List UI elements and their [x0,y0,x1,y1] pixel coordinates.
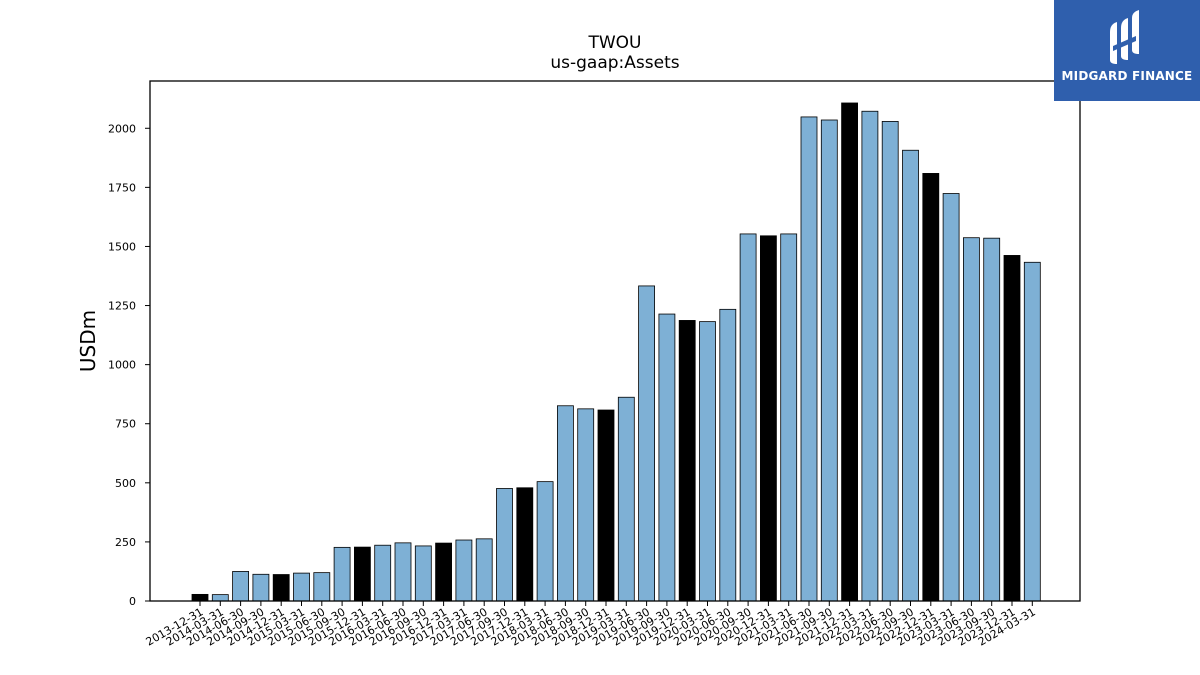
bar-2017-12-31 [516,487,534,602]
bar-2020-03-31 [699,321,716,602]
chart-subtitle: us-gaap:Assets [550,53,679,73]
x-axis-ticks: 2013-12-312014-03-312014-06-302014-09-30… [144,601,1038,649]
bar-2014-09-30 [252,573,270,602]
bar-2022-09-30 [902,149,919,602]
midgard-logo-icon [1110,10,1139,64]
bar-2014-03-31 [211,594,229,602]
bar-2023-12-31 [1003,255,1021,602]
y-tick-label: 1500 [108,240,136,253]
bar-group [191,102,1041,602]
y-tick-label: 1000 [108,359,136,372]
plot-frame [149,80,1081,602]
midgard-finance-logo: MIDGARD FINANCE [1054,0,1200,101]
bar-2017-06-30 [475,538,493,602]
bar-2023-03-31 [942,193,960,602]
y-tick-label: 500 [115,477,136,490]
bar-2024-03-31 [1023,261,1041,602]
bar-2016-12-31 [435,542,453,602]
bar-2018-03-31 [536,481,554,602]
bar-2020-06-30 [719,308,737,602]
bar-2022-06-30 [881,121,899,602]
bar-2015-12-31 [353,546,371,602]
bar-2021-03-31 [780,233,798,602]
bar-2021-09-30 [820,119,838,602]
bar-2014-06-30 [232,571,250,602]
y-tick-label: 1750 [108,181,136,194]
y-tick-label: 0 [129,595,136,608]
bar-2023-06-30 [963,237,980,602]
bar-2015-03-31 [293,572,310,602]
bar-2013-12-31 [191,593,209,602]
bar-2018-12-31 [597,409,615,602]
bar-2021-12-31 [841,102,858,602]
y-tick-label: 750 [115,418,136,431]
y-tick-label: 250 [115,536,136,549]
bar-2015-09-30 [333,546,351,602]
y-tick-label: 2000 [108,122,136,135]
bar-2019-12-31 [678,320,696,602]
bar-2016-06-30 [394,542,412,602]
logo-text: MIDGARD FINANCE [1061,69,1193,83]
bar-2017-09-30 [496,488,513,602]
bar-2019-06-30 [638,285,655,602]
bar-2021-06-30 [800,116,818,602]
bar-2019-09-30 [658,313,676,602]
bar-2020-12-31 [760,235,777,602]
bar-2014-12-31 [272,574,290,602]
bar-2018-06-30 [557,405,574,602]
bar-2020-09-30 [739,233,757,602]
bar-2022-12-31 [922,173,940,602]
bar-2015-06-30 [313,572,331,602]
bar-2018-09-30 [577,408,595,602]
bar-2022-03-31 [861,110,879,602]
bar-2016-09-30 [414,545,432,602]
bar-2023-09-30 [983,237,1001,602]
bar-2016-03-31 [374,544,392,602]
y-axis-label: USDm [76,310,100,372]
bar-2019-03-31 [617,396,635,602]
chart-title: TWOU [587,33,641,53]
y-tick-label: 1250 [108,300,136,313]
bar-2017-03-31 [455,539,473,602]
y-axis-ticks: 0 250 500 750 1000 1250 1500 1750 2000 [108,122,150,608]
